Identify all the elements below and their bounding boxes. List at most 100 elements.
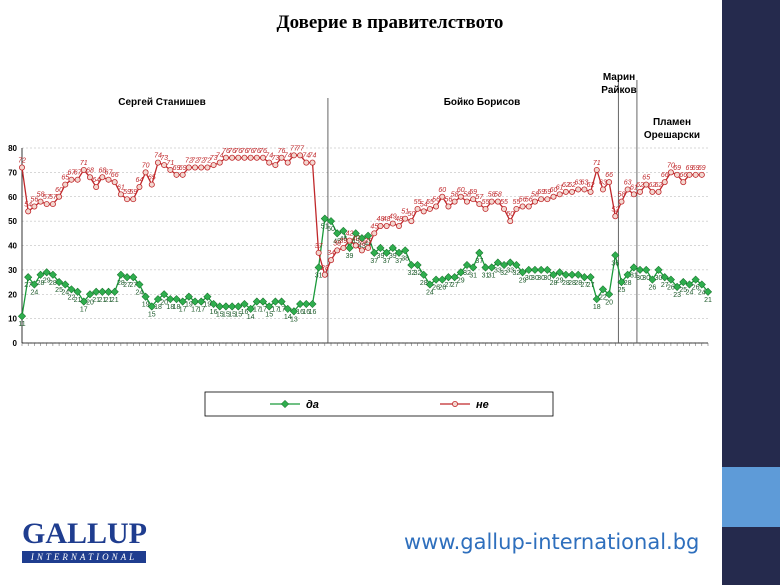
data-point	[63, 182, 68, 187]
y-tick-label: 40	[8, 242, 17, 251]
period-label-line: Райков	[601, 85, 636, 96]
legend-label: да	[306, 399, 319, 411]
data-label: 69	[673, 165, 681, 172]
data-point	[539, 197, 544, 202]
data-point	[409, 219, 414, 224]
data-label: 27	[129, 282, 137, 289]
data-label: 62	[655, 182, 663, 189]
data-label: 28	[420, 280, 428, 287]
data-label: 72	[18, 158, 26, 165]
data-point	[650, 189, 655, 194]
data-point	[18, 313, 25, 320]
period-label-line: Орешарски	[644, 130, 700, 141]
data-label: 20	[605, 299, 613, 306]
data-label: 36	[611, 260, 619, 267]
data-point	[464, 199, 469, 204]
y-tick-label: 60	[8, 193, 17, 202]
data-label: 26	[667, 285, 675, 292]
data-label: 31	[315, 272, 323, 279]
data-label: 69	[179, 165, 187, 172]
data-label: 64	[92, 177, 100, 184]
data-label: 50	[327, 226, 335, 233]
data-point	[699, 172, 704, 177]
data-label: 57	[49, 194, 58, 201]
data-point	[137, 184, 142, 189]
data-label: 21	[74, 297, 82, 304]
data-point	[427, 206, 432, 211]
data-point	[44, 201, 49, 206]
data-point	[587, 274, 594, 281]
data-label: 58	[494, 192, 502, 199]
data-point	[131, 197, 136, 202]
data-label: 63	[599, 179, 607, 186]
gallup-logo: GALLUP INTERNATIONAL	[22, 518, 146, 564]
data-label: 48	[395, 216, 403, 223]
data-point	[359, 248, 364, 253]
data-label: 16	[309, 309, 317, 316]
data-point	[94, 184, 99, 189]
data-point	[372, 231, 377, 236]
data-point	[223, 155, 228, 160]
period-label: Сергей Станишев	[118, 97, 205, 108]
website-link[interactable]: www.gallup-international.bg	[404, 530, 699, 554]
data-label: 19	[142, 302, 150, 309]
data-label: 69	[698, 165, 706, 172]
data-label: 19	[204, 302, 212, 309]
data-point	[613, 214, 618, 219]
data-label: 71	[80, 160, 88, 167]
data-label: 17	[278, 307, 286, 314]
data-point	[248, 155, 253, 160]
data-label: 21	[111, 297, 119, 304]
data-point	[199, 165, 204, 170]
data-point	[656, 189, 661, 194]
data-label: 65	[148, 175, 156, 182]
data-point	[56, 194, 61, 199]
data-label: 24	[30, 290, 38, 297]
data-point	[557, 192, 562, 197]
data-label: 66	[679, 172, 687, 179]
data-point	[217, 160, 222, 165]
data-label: 73	[271, 155, 279, 162]
data-label: 32	[414, 270, 422, 277]
legend-label: не	[476, 399, 489, 411]
data-point	[476, 249, 483, 256]
data-label: 68	[86, 167, 94, 174]
data-point	[186, 165, 191, 170]
data-label: 32	[513, 270, 521, 277]
y-tick-label: 10	[8, 315, 17, 324]
data-point	[149, 182, 154, 187]
data-point	[532, 199, 537, 204]
data-label: 15	[148, 311, 156, 318]
data-label: 45	[370, 223, 378, 230]
y-tick-label: 70	[8, 168, 17, 177]
data-point	[489, 199, 494, 204]
series-yes: 1127242829282524222117202121212128272724…	[18, 215, 712, 328]
data-label: 39	[346, 253, 354, 260]
data-label: 30	[655, 275, 663, 282]
data-point	[384, 223, 389, 228]
data-point	[526, 204, 531, 209]
data-point	[619, 199, 624, 204]
data-label: 55	[482, 199, 490, 206]
data-point	[322, 272, 327, 277]
data-point	[576, 187, 581, 192]
data-label: 62	[636, 182, 644, 189]
data-label: 28	[49, 280, 57, 287]
data-label: 24	[698, 290, 706, 297]
data-label: 13	[290, 316, 298, 323]
legend: да не	[205, 392, 553, 416]
data-label: 39	[339, 238, 347, 245]
data-point	[310, 160, 315, 165]
series-line	[22, 155, 702, 274]
logo-main-text: GALLUP	[22, 518, 146, 550]
data-label: 60	[438, 187, 446, 194]
data-point	[174, 172, 179, 177]
data-label: 14	[247, 314, 255, 321]
data-point	[75, 177, 80, 182]
legend-marker	[452, 401, 457, 406]
data-label: 30	[642, 275, 650, 282]
data-label: 21	[704, 297, 712, 304]
data-point	[205, 165, 210, 170]
data-label: 38	[401, 255, 409, 262]
slide-title: Доверие в правителството	[0, 12, 780, 34]
